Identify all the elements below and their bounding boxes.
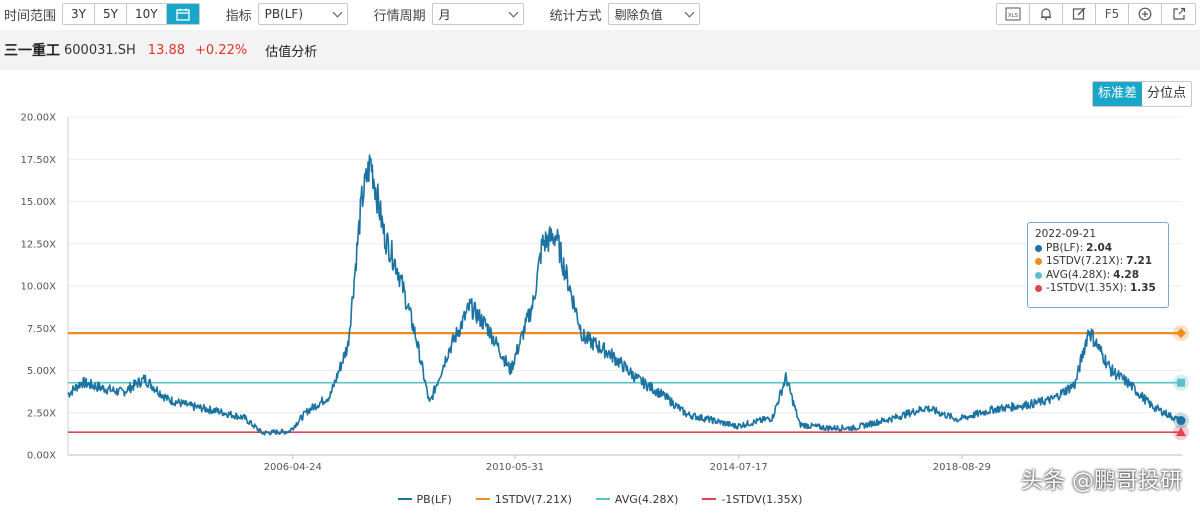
x-tick-label: 2014-07-17 — [710, 462, 768, 473]
function-title: 估值分析 — [265, 44, 318, 60]
export-xls-button[interactable]: XLS — [997, 4, 1030, 24]
range-5y-button[interactable]: 5Y — [94, 4, 127, 24]
tooltip-plus1-value: 7.21 — [1126, 255, 1153, 267]
pb-dot-icon — [1035, 244, 1042, 252]
y-tick-label: 12.50X — [21, 239, 57, 250]
stock-name: 三一重工 — [4, 43, 60, 59]
x-axis: 2006-04-24 2010-05-31 2014-07-17 2018-08-29 — [264, 455, 991, 473]
avg-dot-icon — [1035, 271, 1042, 279]
legend-item-minus1[interactable]: -1STDV(1.35X) — [702, 493, 802, 506]
watermark: 头条 @鹏哥投研 — [1021, 469, 1182, 494]
legend-swatch — [595, 498, 610, 500]
y-tick-label: 20.00X — [21, 113, 57, 124]
tooltip-avg-value: 4.28 — [1113, 268, 1140, 281]
plus-circle-icon — [1138, 7, 1152, 21]
period-value: 月 — [438, 7, 451, 22]
legend-swatch — [702, 498, 717, 500]
calendar-button[interactable] — [166, 4, 199, 24]
stock-price: 13.88 — [147, 42, 186, 58]
y-tick-label: 2.50X — [27, 408, 56, 419]
diamond-marker[interactable] — [1176, 328, 1186, 339]
tooltip-avg-label: AVG(4.28X): — [1046, 268, 1111, 281]
y-tick-label: 15.00X — [21, 197, 57, 208]
legend-label: 1STDV(7.21X) — [494, 492, 572, 506]
legend-label: -1STDV(1.35X) — [721, 492, 803, 506]
mode-toggle: 标准差 分位点 — [1091, 81, 1192, 107]
stock-info-bar: 三一重工 600031.SH 13.88 +0.22% 估值分析 — [0, 30, 1200, 70]
refresh-f5-button[interactable]: F5 — [1096, 4, 1129, 24]
x-tick-label: 2018-08-29 — [933, 462, 991, 473]
legend-swatch — [475, 498, 490, 500]
series-end-point[interactable] — [1176, 416, 1186, 426]
tooltip-pb-label: PB(LF): — [1046, 241, 1084, 254]
tooltip-plus1-label: 1STDV(7.21X): — [1046, 255, 1124, 267]
range-label: 时间范围 — [4, 8, 57, 24]
range-3y-button[interactable]: 3Y — [63, 4, 95, 24]
stat-label: 统计方式 — [549, 8, 602, 24]
add-button[interactable] — [1129, 4, 1162, 24]
y-tick-label: 17.50X — [21, 155, 57, 166]
tooltip-row-minus1: -1STDV(1.35X): 1.35 — [1035, 282, 1161, 296]
y-tick-label: 5.00X — [27, 366, 56, 377]
x-tick-label: 2006-04-24 — [264, 462, 322, 473]
alert-button[interactable] — [1030, 4, 1063, 24]
bell-icon — [1041, 8, 1051, 21]
y-tick-label: 10.00X — [21, 282, 57, 293]
toolbar: 时间范围 3Y 5Y 10Y 指标 PB(LF) 行情周期 月 统计方式 剔除负… — [0, 0, 1200, 28]
stat-select[interactable]: 剔除负值 — [607, 3, 700, 25]
toolbar-actions: XLS F5 — [996, 3, 1196, 25]
popout-button[interactable] — [1162, 4, 1195, 24]
y-tick-label: 0.00X — [27, 451, 56, 462]
square-marker[interactable] — [1177, 378, 1185, 387]
period-label: 行情周期 — [373, 8, 426, 24]
std-dev-tab[interactable]: 标准差 — [1092, 82, 1142, 106]
legend-item-plus1[interactable]: 1STDV(7.21X) — [475, 492, 572, 506]
stock-code: 600031.SH — [64, 42, 136, 58]
legend-swatch — [397, 498, 412, 500]
range-segmented: 3Y 5Y 10Y — [62, 3, 200, 25]
triangle-marker[interactable] — [1176, 427, 1186, 437]
series-end-markers[interactable] — [1173, 325, 1189, 441]
tooltip-minus1-value: 1.35 — [1129, 282, 1156, 294]
stock-change: +0.22% — [195, 42, 248, 58]
y-axis: 0.00X 2.50X 5.00X 7.50X 10.00X 12.50X 15.00X 17… — [21, 113, 57, 462]
tooltip-date: 2022-09-21 — [1035, 228, 1097, 240]
y-tick-label: 7.50X — [27, 324, 56, 335]
tooltip-minus1-label: -1STDV(1.35X): — [1046, 282, 1127, 294]
indicator-select[interactable]: PB(LF) — [257, 3, 348, 25]
tooltip-pb-value: 2.04 — [1086, 241, 1113, 254]
indicator-label: 指标 — [225, 8, 252, 24]
external-link-icon — [1172, 7, 1185, 20]
tooltip-row-avg: AVG(4.28X): 4.28 — [1035, 269, 1161, 283]
legend-label: PB(LF) — [416, 492, 452, 506]
excel-icon: XLS — [1005, 7, 1021, 21]
calendar-icon — [175, 8, 190, 21]
legend-item-avg[interactable]: AVG(4.28X) — [595, 492, 679, 506]
tooltip-row-pb: PB(LF): 2.04 — [1035, 242, 1161, 256]
chart-tooltip: 2022-09-21 PB(LF): 2.04 1STDV(7.21X): 7.21… — [1027, 222, 1169, 308]
legend-item-pb[interactable]: PB(LF) — [397, 492, 452, 506]
svg-text:XLS: XLS — [1008, 13, 1019, 19]
chart-legend: PB(LF) 1STDV(7.21X) AVG(4.28X) -1STDV(1.… — [0, 490, 1200, 508]
x-tick-label: 2010-05-31 — [486, 462, 544, 473]
plus1-dot-icon — [1035, 258, 1042, 266]
tooltip-row-plus1: 1STDV(7.21X): 7.21 — [1035, 255, 1161, 269]
stat-value: 剔除负值 — [614, 7, 663, 22]
chart-grid — [67, 116, 1182, 456]
edit-icon — [1072, 7, 1086, 20]
minus1-dot-icon — [1035, 285, 1042, 293]
legend-label: AVG(4.28X) — [614, 492, 679, 506]
reference-lines — [68, 332, 1182, 433]
edit-button[interactable] — [1063, 4, 1096, 24]
indicator-value: PB(LF) — [264, 7, 303, 21]
range-10y-button[interactable]: 10Y — [126, 4, 167, 24]
series-line-pb — [67, 154, 1183, 436]
percentile-tab[interactable]: 分位点 — [1141, 82, 1191, 106]
period-select[interactable]: 月 — [431, 3, 524, 25]
